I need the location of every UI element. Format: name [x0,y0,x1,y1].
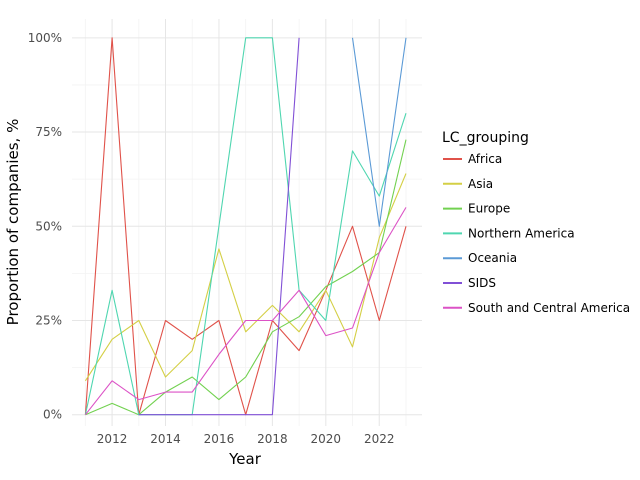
y-tick-label: 25% [35,313,62,327]
series-line-south-and-central-america [84,207,407,416]
legend-label: Northern America [468,226,575,240]
x-tick-label: 2016 [204,432,235,446]
x-tick-label: 2018 [257,432,288,446]
legend-items: Africa Asia Europe Northern America Oceania S… [443,152,630,315]
series-line-oceania [351,37,407,227]
series-line-sids [138,37,300,416]
y-tick-labels: 0% 25% 50% 75% 100% [28,31,62,422]
y-tick-label: 100% [28,31,62,45]
x-tick-label: 2022 [364,432,395,446]
y-tick-label: 0% [43,408,62,422]
legend-title: LC_grouping [442,130,529,146]
x-tick-label: 2012 [97,432,128,446]
legend-label: SIDS [468,276,496,290]
series-line-asia [84,173,407,382]
x-axis-title: Year [228,450,262,468]
series-lines [84,37,407,416]
legend-label: Europe [468,202,510,216]
grid-lines [72,19,422,426]
y-tick-label: 50% [35,219,62,233]
legend-label: Africa [468,152,502,166]
legend: LC_grouping Africa Asia Europe Northern Ame… [442,130,630,315]
x-tick-labels: 2012 2014 2016 2018 2020 2022 [97,432,395,446]
y-axis-title: Proportion of companies, % [4,119,22,326]
x-tick-label: 2014 [150,432,181,446]
legend-label: South and Central America [468,301,630,315]
legend-label: Asia [468,177,493,191]
x-tick-label: 2020 [311,432,342,446]
legend-label: Oceania [468,251,517,265]
y-tick-label: 75% [35,125,62,139]
